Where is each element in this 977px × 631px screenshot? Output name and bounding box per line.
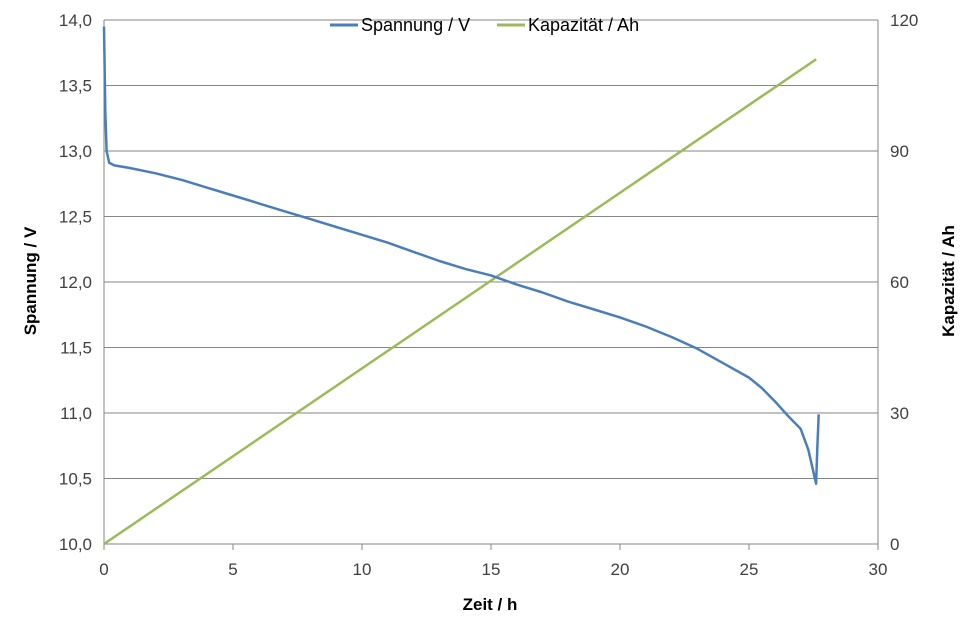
y-tick-label: 13,5 (59, 77, 92, 96)
legend-label-kapazitaet: Kapazität / Ah (528, 15, 639, 35)
y-tick-labels: 10,0 10,5 11,0 11,5 12,0 12,5 13,0 13,5 14,0 (59, 11, 92, 554)
x-tick-label: 15 (482, 560, 501, 579)
y2-tick-label: 90 (890, 142, 909, 161)
y-tick-label: 11,0 (60, 404, 92, 423)
y2-tick-label: 30 (890, 404, 909, 423)
legend: Spannung / V Kapazität / Ah (330, 15, 639, 35)
y2-tick-label: 0 (890, 535, 899, 554)
y-tick-label: 14,0 (59, 11, 92, 30)
y-tick-label: 13,0 (59, 142, 92, 161)
x-tick-label: 5 (228, 560, 237, 579)
y2-axis-title: Kapazität / Ah (939, 225, 958, 337)
x-tick-labels: 0 5 10 15 20 25 30 (99, 560, 887, 579)
y-tick-label: 10,0 (59, 535, 92, 554)
y-tick-label: 10,5 (59, 470, 92, 489)
x-axis-title: Zeit / h (463, 595, 518, 614)
y-tick-label: 12,5 (59, 208, 92, 227)
x-tick-label: 25 (740, 560, 759, 579)
y2-tick-label: 60 (890, 273, 909, 292)
y2-tick-labels: 0 30 60 90 120 (890, 11, 918, 554)
axes (103, 20, 879, 550)
series-line-spannung (102, 26, 820, 485)
y-tick-label: 11,5 (60, 339, 92, 358)
grid-lines (104, 19, 878, 479)
y-axis-title: Spannung / V (21, 226, 40, 335)
legend-label-spannung: Spannung / V (361, 15, 470, 35)
x-tick-label: 10 (353, 560, 372, 579)
x-tick-label: 0 (99, 560, 108, 579)
x-tick-label: 30 (869, 560, 888, 579)
y2-tick-label: 120 (890, 11, 918, 30)
plot-area (102, 26, 820, 546)
series-line-kapazitaet (103, 58, 817, 546)
x-tick-label: 20 (611, 560, 630, 579)
y-tick-label: 12,0 (59, 273, 92, 292)
